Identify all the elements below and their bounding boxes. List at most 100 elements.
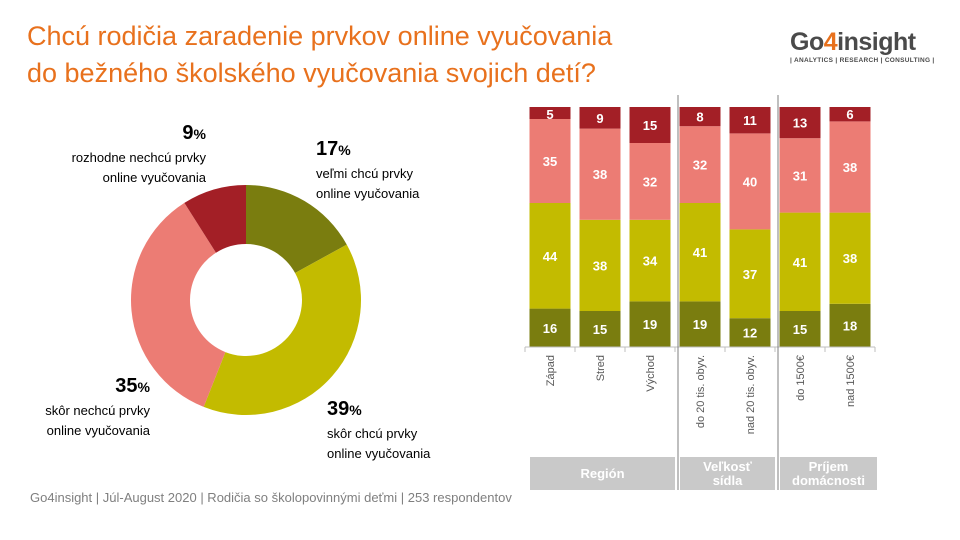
bar-segment-2-2 [629, 143, 671, 220]
bar-value-label-2-2: 32 [643, 174, 657, 189]
bar-segment-3-1 [679, 203, 721, 302]
x-tick-label-4: nad 20 tis. obyv. [745, 355, 757, 434]
bar-segment-5-3 [779, 107, 821, 139]
bar-value-label-5-1: 41 [793, 255, 807, 270]
bar-segment-6-3 [829, 107, 871, 122]
x-tick-label-5: do 1500€ [795, 355, 807, 401]
x-tick-label-3: do 20 tis. obyv. [695, 355, 707, 428]
donut-label-text-2-0: skôr nechcú prvky [45, 403, 150, 418]
group-band-0 [530, 457, 675, 490]
bar-value-label-5-3: 13 [793, 116, 807, 131]
bar-segment-2-3 [629, 107, 671, 143]
logo-tagline: | ANALYTICS | RESEARCH | CONSULTING | [790, 57, 935, 64]
donut-label-text-3-1: online vyučovania [103, 170, 207, 185]
bar-value-label-1-2: 38 [593, 167, 607, 182]
bar-value-label-4-0: 12 [743, 326, 757, 341]
donut-label-value-2: 35% [115, 375, 150, 397]
bar-segment-1-2 [579, 128, 621, 220]
donut-slice-2 [131, 202, 226, 407]
bar-value-label-0-3: 5 [546, 107, 553, 122]
page-title: Chcú rodičia zaradenie prvkov online vyu… [27, 18, 707, 92]
bar-segment-5-1 [779, 212, 821, 311]
bar-value-label-3-3: 8 [696, 110, 703, 125]
bar-segment-1-0 [579, 311, 621, 347]
logo-text-four: 4 [823, 28, 838, 56]
bar-segment-1-1 [579, 219, 621, 311]
bar-value-label-6-3: 6 [846, 107, 853, 122]
bar-segment-6-1 [829, 212, 871, 304]
donut-slice-0 [246, 185, 347, 274]
donut-chart [131, 185, 361, 415]
bar-value-label-5-2: 31 [793, 168, 807, 183]
bar-segment-5-2 [779, 138, 821, 213]
bar-segment-0-0 [529, 308, 571, 347]
bar-segment-6-2 [829, 121, 871, 213]
bar-segment-3-2 [679, 126, 721, 203]
donut-label-text-3-0: rozhodne nechcú prvky [72, 150, 207, 165]
title-line-2: do bežného školského vyučovania svojich … [27, 58, 596, 88]
logo-wordmark: Go4insight [790, 28, 940, 56]
bar-segment-3-0 [679, 301, 721, 347]
bar-value-label-4-2: 40 [743, 174, 757, 189]
donut-label-value-3: 9% [182, 122, 206, 144]
bar-value-label-6-2: 38 [843, 160, 857, 175]
x-tick-label-6: nad 1500€ [845, 355, 857, 407]
bar-value-label-0-0: 16 [543, 321, 557, 336]
bar-value-label-2-3: 15 [643, 118, 657, 133]
bar-segment-2-1 [629, 219, 671, 302]
bar-segment-4-0 [729, 318, 771, 347]
group-band-1 [680, 457, 775, 490]
bar-segment-0-3 [529, 107, 571, 119]
donut-label-text-1-0: skôr chcú prvky [327, 426, 418, 441]
bar-value-label-5-0: 15 [793, 322, 807, 337]
stacked-bar-chart: 16 44 35 5 15 38 38 9 19 34 32 15 19 41 32 8 12 37 40 11 15 4… [524, 95, 877, 490]
group-band-2 [780, 457, 877, 490]
bar-segment-1-3 [579, 107, 621, 129]
bar-value-label-1-3: 9 [596, 111, 603, 126]
bar-value-label-4-3: 11 [743, 113, 757, 128]
bar-value-label-6-1: 38 [843, 251, 857, 266]
bar-segment-4-2 [729, 133, 771, 230]
bar-segment-5-0 [779, 311, 821, 347]
bar-value-label-0-1: 44 [543, 249, 558, 264]
group-label-0-0: Región [580, 466, 624, 481]
bar-value-label-2-0: 19 [643, 317, 657, 332]
x-tick-label-0: Západ [545, 355, 557, 386]
donut-label-text-2-1: online vyučovania [47, 423, 151, 438]
donut-label-text-0-0: veľmi chcú prvky [316, 166, 413, 181]
bar-segment-4-1 [729, 229, 771, 319]
footer-source: Go4insight | Júl-August 2020 | Rodičia s… [30, 490, 512, 505]
bar-segment-2-0 [629, 301, 671, 347]
logo-text-go: Go [790, 28, 824, 56]
donut-slice-3 [184, 185, 246, 253]
bar-value-label-2-1: 34 [643, 254, 658, 269]
bar-value-label-3-1: 41 [693, 245, 707, 260]
donut-label-value-1: 39% [327, 398, 362, 420]
group-label-1-0: Veľkosť [703, 459, 753, 474]
donut-labels: 17% veľmi chcú prvky online vyučovania 39% s… [45, 122, 431, 461]
title-line-1: Chcú rodičia zaradenie prvkov online vyu… [27, 21, 613, 51]
logo-text-insight: insight [837, 28, 916, 56]
group-label-2-0: Príjem [809, 459, 849, 474]
bar-segment-0-2 [529, 119, 571, 203]
x-tick-label-2: Východ [645, 355, 657, 392]
go4insight-logo: Go4insight | ANALYTICS | RESEARCH | CONS… [790, 28, 940, 64]
bar-value-label-3-2: 32 [693, 158, 707, 173]
bar-value-label-6-0: 18 [843, 318, 857, 333]
bar-segment-3-3 [679, 107, 721, 127]
group-label-2-1: domácnosti [792, 473, 865, 488]
bar-value-label-0-2: 35 [543, 154, 557, 169]
donut-slice-1 [203, 244, 361, 415]
bar-segment-0-1 [529, 203, 571, 309]
donut-label-text-0-1: online vyučovania [316, 186, 420, 201]
bar-value-label-3-0: 19 [693, 317, 707, 332]
bar-value-label-1-1: 38 [593, 258, 607, 273]
bar-value-label-4-1: 37 [743, 267, 757, 282]
x-tick-label-1: Stred [595, 355, 607, 381]
group-label-1-1: sídla [713, 473, 743, 488]
donut-label-text-1-1: online vyučovania [327, 446, 431, 461]
bar-segment-4-3 [729, 107, 771, 134]
bar-value-label-1-0: 15 [593, 322, 607, 337]
donut-label-value-0: 17% [316, 138, 351, 160]
